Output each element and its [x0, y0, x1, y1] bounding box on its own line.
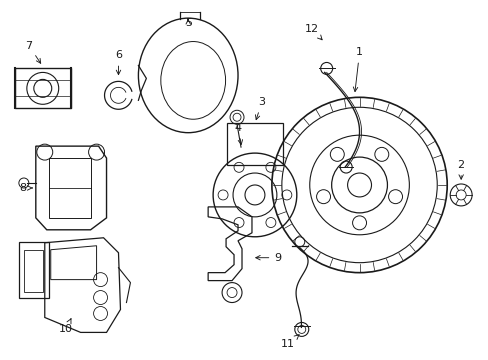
- Text: 6: 6: [115, 50, 122, 75]
- Text: 4: 4: [234, 123, 242, 144]
- Text: 8: 8: [19, 183, 32, 193]
- Text: 2: 2: [457, 160, 464, 179]
- Text: 12: 12: [304, 24, 322, 40]
- Text: 7: 7: [25, 41, 41, 63]
- Text: 1: 1: [353, 48, 362, 91]
- Text: 11: 11: [280, 335, 299, 349]
- Text: 10: 10: [59, 319, 73, 334]
- Text: 9: 9: [255, 253, 281, 263]
- Text: 3: 3: [255, 97, 265, 120]
- Text: 5: 5: [184, 18, 191, 28]
